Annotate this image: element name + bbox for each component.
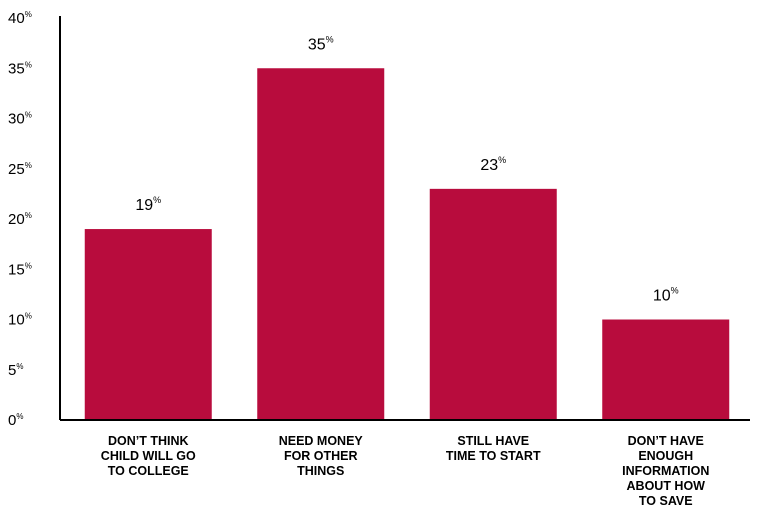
data-label: 10% (653, 286, 679, 305)
data-label: 35% (308, 34, 334, 53)
y-axis-ticks: 0% 5% 10% 15% 20% 25% 30% 35% 40% (8, 10, 32, 429)
bars (84, 68, 730, 420)
bar (84, 229, 212, 420)
category-label: DON’T HAVE ENOUGH INFORMATION ABOUT HOW TO S… (622, 434, 709, 508)
category-labels: DON’T THINK CHILD WILL GO TO COLLEGE NEED M… (101, 434, 710, 508)
y-tick-label: 30% (8, 111, 32, 128)
category-label: DON’T THINK CHILD WILL GO TO COLLEGE (101, 434, 196, 478)
axes (59, 16, 750, 421)
bar (602, 319, 730, 420)
y-tick-label: 35% (8, 60, 32, 77)
y-tick-label: 25% (8, 161, 32, 178)
data-labels: 19% 35% 23% 10% (135, 34, 678, 304)
y-tick-label: 5% (8, 362, 23, 379)
bar (429, 188, 557, 420)
category-label: NEED MONEY FOR OTHER THINGS (279, 434, 364, 478)
category-label: STILL HAVE TIME TO START (446, 434, 541, 463)
y-tick-label: 20% (8, 211, 32, 228)
y-tick-label: 40% (8, 10, 32, 27)
bar (257, 68, 385, 420)
y-tick-label: 0% (8, 412, 23, 429)
y-tick-label: 10% (8, 312, 32, 329)
y-tick-label: 15% (8, 261, 32, 278)
data-label: 19% (135, 195, 161, 214)
data-label: 23% (480, 155, 506, 174)
